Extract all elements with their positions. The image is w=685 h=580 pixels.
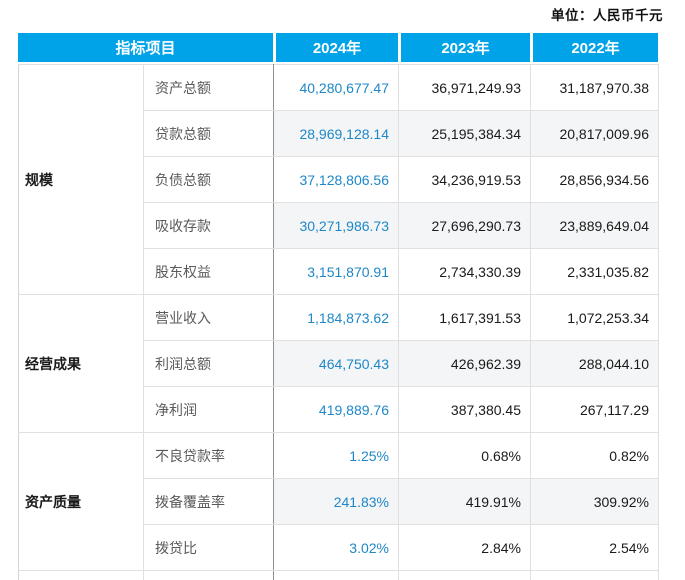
value-2023: 36,971,249.93 bbox=[398, 64, 531, 111]
value-2022: 2,331,035.82 bbox=[530, 248, 659, 295]
value-2024: 1,184,873.62 bbox=[273, 294, 399, 341]
table-row: 资产质量 不良贷款率 1.25% 0.68% 0.82% bbox=[18, 432, 659, 571]
group-label-quality: 资产质量 bbox=[18, 432, 144, 571]
value-2024: 28,969,128.14 bbox=[273, 110, 399, 157]
value-2022: 288,044.10 bbox=[530, 340, 659, 387]
row-label: 拨贷比 bbox=[143, 524, 274, 571]
value-2023: 426,962.39 bbox=[398, 340, 531, 387]
row-label: 不良贷款率 bbox=[143, 432, 274, 479]
table-row: 利润总额 464,750.43 426,962.39 288,044.10 bbox=[19, 340, 659, 387]
row-label: 营业收入 bbox=[143, 294, 274, 341]
value-2023: 25,195,384.34 bbox=[398, 110, 531, 157]
col-header-indicator: 指标项目 bbox=[18, 33, 273, 62]
value-2022: 267,117.29 bbox=[530, 386, 659, 433]
table-row: 拨贷比 3.02% 2.84% 2.54% bbox=[19, 524, 659, 571]
row-label: 贷款总额 bbox=[143, 110, 274, 157]
group-label-scale: 规模 bbox=[18, 64, 144, 295]
value-2024: 3,151,870.91 bbox=[273, 248, 399, 295]
row-label: 股东权益 bbox=[143, 248, 274, 295]
value-2023: 2.84% bbox=[398, 524, 531, 571]
value-2022: 28,856,934.56 bbox=[530, 156, 659, 203]
value-2022: 309.92% bbox=[530, 478, 659, 525]
group-label-results: 经营成果 bbox=[18, 294, 144, 433]
value-2024: 3.02% bbox=[273, 524, 399, 571]
value-2024: 30,271,986.73 bbox=[273, 202, 399, 249]
group-label-cutoff bbox=[18, 570, 144, 580]
unit-label: 单位：人民币千元 bbox=[551, 8, 663, 23]
financial-indicators-table: 规模 资产总额 40,280,677.47 36,971,249.93 31,1… bbox=[18, 64, 659, 580]
row-label: 负债总额 bbox=[143, 156, 274, 203]
col-header-2024: 2024年 bbox=[273, 33, 398, 62]
value-2022: 31,187,970.38 bbox=[530, 64, 659, 111]
value-2022: 2.54% bbox=[530, 524, 659, 571]
value-2023: 419.91% bbox=[398, 478, 531, 525]
table-row: 规模 资产总额 40,280,677.47 36,971,249.93 31,1… bbox=[18, 64, 659, 295]
value-2022: 20,817,009.96 bbox=[530, 110, 659, 157]
value-2023: 34,236,919.53 bbox=[398, 156, 531, 203]
value-2024: 37,128,806.56 bbox=[273, 156, 399, 203]
value-2023: 0.68% bbox=[398, 432, 531, 479]
row-label: 拨备覆盖率 bbox=[143, 478, 274, 525]
value-2024: 464,750.43 bbox=[273, 340, 399, 387]
value-2023: 387,380.45 bbox=[398, 386, 531, 433]
value-2023: 2,734,330.39 bbox=[398, 248, 531, 295]
value-2023: 1,617,391.53 bbox=[398, 294, 531, 341]
row-label: 净利润 bbox=[143, 386, 274, 433]
value-2023: 27,696,290.73 bbox=[398, 202, 531, 249]
value-2022: 23,889,649.04 bbox=[530, 202, 659, 249]
table-row: 吸收存款 30,271,986.73 27,696,290.73 23,889,… bbox=[19, 202, 659, 249]
table-row: 净利润 419,889.76 387,380.45 267,117.29 bbox=[19, 386, 659, 433]
col-header-2023: 2023年 bbox=[398, 33, 530, 62]
value-2024: 40,280,677.47 bbox=[273, 64, 399, 111]
table-row-cutoff bbox=[18, 570, 659, 580]
col-header-2022: 2022年 bbox=[530, 33, 658, 62]
table-row: 股东权益 3,151,870.91 2,734,330.39 2,331,035… bbox=[19, 248, 659, 295]
table-row: 负债总额 37,128,806.56 34,236,919.53 28,856,… bbox=[19, 156, 659, 203]
value-2024: 241.83% bbox=[273, 478, 399, 525]
value-2024: 1.25% bbox=[273, 432, 399, 479]
value-2024: 419,889.76 bbox=[273, 386, 399, 433]
value-2022: 0.82% bbox=[530, 432, 659, 479]
table-row: 经营成果 营业收入 1,184,873.62 1,617,391.53 1,07… bbox=[18, 294, 659, 433]
value-2022: 1,072,253.34 bbox=[530, 294, 659, 341]
table-header-row: 指标项目 2024年 2023年 2022年 bbox=[18, 33, 658, 62]
row-label: 吸收存款 bbox=[143, 202, 274, 249]
row-label: 利润总额 bbox=[143, 340, 274, 387]
row-label: 资产总额 bbox=[143, 64, 274, 111]
